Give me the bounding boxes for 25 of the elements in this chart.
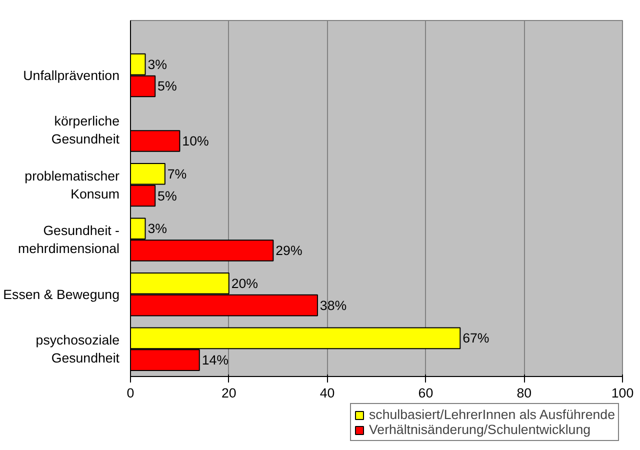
x-tick-label: 80 <box>516 386 532 400</box>
data-label: 10% <box>182 133 209 148</box>
x-tick-label: 100 <box>611 386 634 400</box>
legend-label: Verhältnisänderung/Schulentwicklung <box>369 422 591 437</box>
y-tick-label: problematischer Konsum <box>24 168 120 202</box>
legend-label: schulbasiert/LehrerInnen als Ausführende <box>369 407 615 422</box>
x-tick-label: 0 <box>126 386 134 400</box>
y-tick-label: Essen & Bewegung <box>3 286 120 302</box>
x-tick-label: 60 <box>418 386 434 400</box>
x-tick-label: 40 <box>320 386 335 400</box>
data-label: 3% <box>148 56 168 72</box>
data-label: 3% <box>148 221 168 236</box>
y-tick-label: Unfallprävention <box>23 68 120 83</box>
data-label: 5% <box>158 78 177 94</box>
y-tick-label: Gesundheit - mehrdimensional <box>18 223 120 256</box>
x-tick-label: 20 <box>221 386 236 400</box>
data-label: 5% <box>158 188 177 204</box>
y-tick-label: körperliche Gesundheit <box>51 114 120 147</box>
data-label: 29% <box>276 243 302 258</box>
data-label: 38% <box>320 298 347 313</box>
data-label: 67% <box>462 330 490 346</box>
data-label: 14% <box>202 352 229 368</box>
data-label: 7% <box>167 166 187 182</box>
y-tick-label: psychosoziale Gesundheit <box>36 332 120 366</box>
data-label: 20% <box>231 276 258 291</box>
